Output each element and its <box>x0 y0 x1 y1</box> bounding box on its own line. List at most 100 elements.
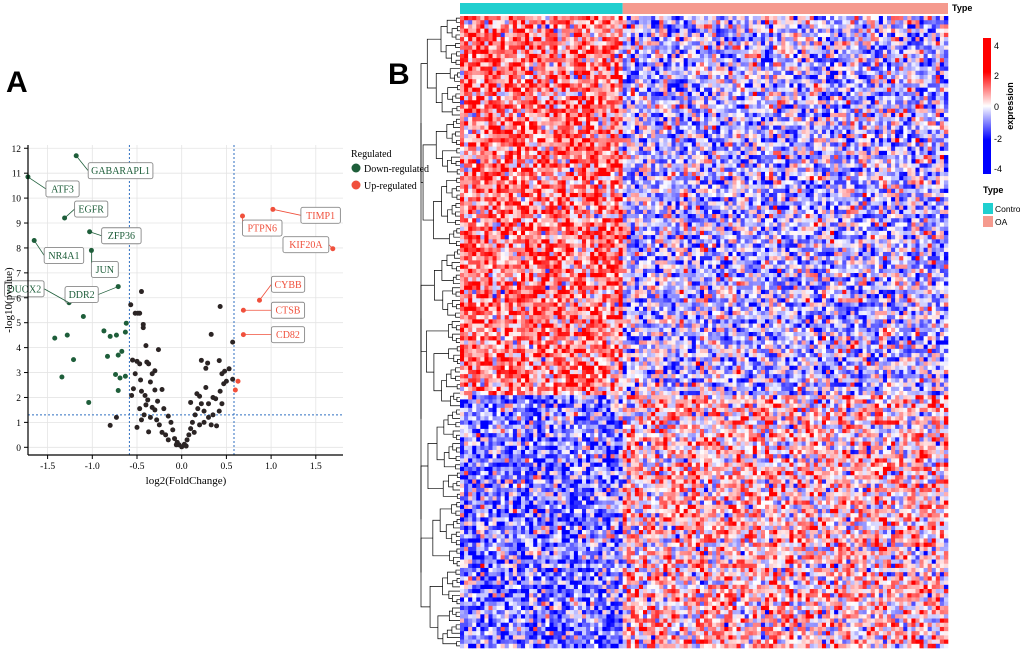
heatmap-cell <box>927 20 933 25</box>
heatmap-cell <box>537 133 542 139</box>
heatmap-cell <box>634 24 640 29</box>
heatmap-cell <box>533 159 538 164</box>
heatmap-cell <box>919 108 924 114</box>
heatmap-cell <box>476 91 481 97</box>
heatmap-cell <box>720 58 725 63</box>
heatmap-cell <box>797 53 802 59</box>
heatmap-cell <box>610 142 615 147</box>
heatmap-cell <box>525 16 530 21</box>
heatmap-row <box>460 79 949 84</box>
heatmap-cell <box>683 49 689 55</box>
heatmap-cell <box>862 108 867 114</box>
heatmap-cell <box>935 91 941 97</box>
point-not-significant <box>128 302 134 308</box>
heatmap-cell <box>504 133 510 139</box>
heatmap-cell <box>891 62 896 67</box>
heatmap-cell <box>732 112 737 118</box>
heatmap-cell <box>777 142 782 147</box>
heatmap-cell <box>521 129 526 135</box>
heatmap-cell <box>858 37 863 42</box>
heatmap-cell <box>842 121 847 126</box>
heatmap-cell <box>569 62 575 67</box>
heatmap-cell <box>870 66 876 72</box>
heatmap-cell <box>508 49 514 55</box>
heatmap-cell <box>809 167 815 173</box>
heatmap-cell <box>622 146 628 152</box>
heatmap-cell <box>606 108 611 114</box>
heatmap-cell <box>545 58 550 63</box>
heatmap-cell <box>590 66 595 72</box>
heatmap-cell <box>504 24 510 29</box>
heatmap-cell <box>866 163 872 168</box>
heatmap-cell <box>569 133 575 139</box>
heatmap-cell <box>614 146 619 152</box>
heatmap-cell <box>679 37 684 42</box>
heatmap-cell <box>870 159 876 164</box>
heatmap-cell <box>866 87 872 93</box>
heatmap-cell <box>675 49 680 55</box>
heatmap-cell <box>626 117 632 122</box>
heatmap-cell <box>598 129 603 135</box>
heatmap-cell <box>817 66 823 72</box>
heatmap-cell <box>887 32 892 38</box>
heatmap-cell <box>590 104 595 109</box>
heatmap-cell <box>895 150 900 156</box>
heatmap-cell <box>663 91 668 97</box>
heatmap-cell <box>675 133 680 139</box>
heatmap-cell <box>911 28 916 34</box>
heatmap-cell <box>927 117 933 122</box>
heatmap-cell <box>525 96 530 101</box>
heatmap-cell <box>935 96 941 101</box>
heatmap-cell <box>708 104 713 109</box>
heatmap-cell <box>817 53 823 59</box>
heatmap-cell <box>590 53 595 59</box>
heatmap-cell <box>573 20 579 25</box>
heatmap-cell <box>878 100 884 105</box>
heatmap-cell <box>817 159 823 164</box>
heatmap-cell <box>504 171 510 177</box>
heatmap-cell <box>468 58 473 63</box>
heatmap-cell <box>553 70 558 76</box>
heatmap-cell <box>781 125 786 131</box>
heatmap-cell <box>671 117 676 122</box>
heatmap-cell <box>516 121 522 126</box>
heatmap-cell <box>496 49 501 55</box>
heatmap-cell <box>927 62 933 67</box>
heatmap-cell <box>683 96 689 101</box>
heatmap-cell <box>895 28 900 34</box>
heatmap-cell <box>903 41 908 46</box>
heatmap-cell <box>748 32 754 38</box>
heatmap-cell <box>476 70 481 76</box>
heatmap-cell <box>826 37 831 42</box>
heatmap-cell <box>797 100 802 105</box>
heatmap-cell <box>630 150 636 156</box>
heatmap-cell <box>691 108 697 114</box>
heatmap-cell <box>878 20 884 25</box>
heatmap-cell <box>565 16 571 21</box>
heatmap-cell <box>602 87 607 93</box>
heatmap-cell <box>740 49 745 55</box>
heatmap-cell <box>525 155 530 160</box>
heatmap-cell <box>935 79 941 84</box>
heatmap-cell <box>878 58 884 63</box>
heatmap-cell <box>472 24 477 29</box>
heatmap-cell <box>626 163 632 168</box>
heatmap-cell <box>801 28 806 34</box>
heatmap-cell <box>553 125 558 131</box>
heatmap-cell <box>785 53 790 59</box>
heatmap-cell <box>484 58 489 63</box>
heatmap-cell <box>887 28 892 34</box>
heatmap-cell <box>529 129 534 135</box>
heatmap-cell <box>602 159 607 164</box>
heatmap-cell <box>943 91 949 97</box>
heatmap-cell <box>732 129 737 135</box>
heatmap-cell <box>496 133 501 139</box>
heatmap-cell <box>468 133 473 139</box>
heatmap-cell <box>541 53 546 59</box>
heatmap-cell <box>895 70 900 76</box>
heatmap-cell <box>874 167 880 173</box>
heatmap-cell <box>789 45 794 50</box>
heatmap-cell <box>915 138 920 143</box>
heatmap-cell <box>899 108 904 114</box>
heatmap-cell <box>887 142 892 147</box>
